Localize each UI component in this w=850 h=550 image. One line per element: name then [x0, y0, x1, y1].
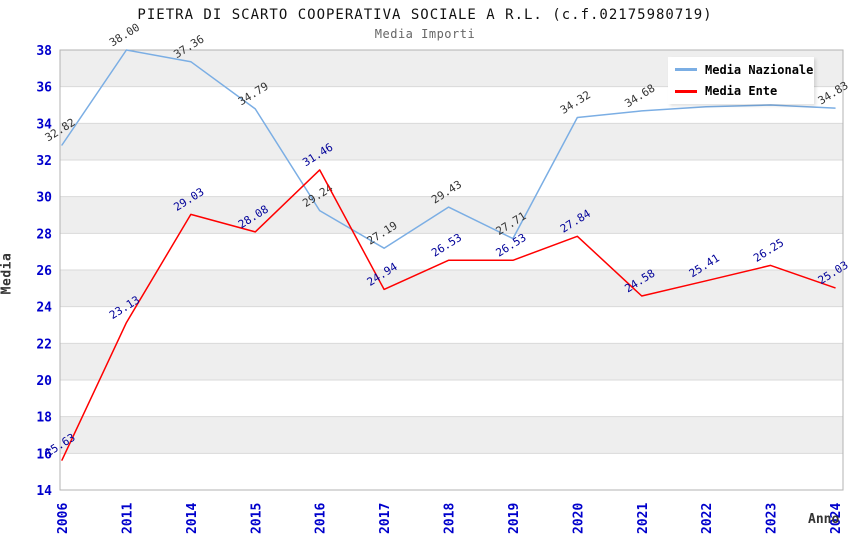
- x-tick-label: 2021: [636, 503, 651, 534]
- x-tick-label: 2016: [314, 503, 329, 534]
- grid-band: [60, 306, 843, 344]
- x-tick-label: 2015: [249, 503, 264, 534]
- series-line-media-nazionale: [61, 49, 836, 249]
- x-tick-label: 2006: [56, 503, 71, 534]
- x-tick-label: 2020: [571, 503, 586, 534]
- y-tick-label: 32: [36, 154, 52, 169]
- chart-legend: Media Nazionale Media Ente: [668, 57, 814, 104]
- series-line-media-ente: [61, 169, 836, 461]
- y-tick-label: 18: [36, 411, 52, 426]
- x-tick-label: 2022: [700, 503, 715, 534]
- y-tick-label: 16: [36, 447, 52, 462]
- y-tick-label: 28: [36, 227, 52, 242]
- y-tick-label: 26: [36, 264, 52, 279]
- legend-label-media-ente: Media Ente: [705, 84, 778, 99]
- point-label: 38.00: [107, 21, 142, 50]
- y-tick-label: 20: [36, 374, 52, 389]
- media-ente-line-swatch-icon: [675, 89, 697, 93]
- y-tick-label: 34: [36, 117, 52, 132]
- y-tick-label: 30: [36, 191, 52, 206]
- legend-label-media-nazionale: Media Nazionale: [705, 62, 814, 77]
- grid-band: [60, 453, 843, 490]
- x-tick-label: 2019: [507, 503, 522, 534]
- x-tick-label: 2024: [829, 503, 844, 534]
- y-axis-title: Media: [0, 252, 15, 295]
- grid-band: [60, 233, 843, 270]
- y-tick-label: 22: [36, 337, 52, 352]
- y-tick-label: 14: [36, 484, 52, 499]
- legend-item-media-ente: Media Ente: [668, 81, 814, 101]
- x-tick-label: 2011: [120, 503, 135, 534]
- x-tick-label: 2017: [378, 503, 393, 534]
- legend-item-media-nazionale: Media Nazionale: [668, 60, 814, 80]
- grid-band: [60, 160, 843, 197]
- media-nazionale-line-swatch-icon: [675, 68, 697, 72]
- x-tick-label: 2018: [443, 503, 458, 534]
- x-tick-label: 2023: [765, 503, 780, 534]
- plot-border: [59, 49, 844, 491]
- chart-title: PIETRA DI SCARTO COOPERATIVA SOCIALE A R…: [137, 7, 713, 23]
- y-tick-label: 38: [36, 44, 52, 59]
- x-axis-title: Anno: [808, 512, 840, 527]
- y-tick-label: 24: [36, 301, 52, 316]
- grid-band: [60, 270, 843, 307]
- chart-subtitle: Media Importi: [374, 27, 476, 41]
- grid-band: [60, 123, 843, 160]
- grid-band: [60, 343, 843, 380]
- grid-band: [60, 416, 843, 454]
- grid-band: [60, 380, 843, 417]
- x-tick-label: 2014: [185, 503, 200, 534]
- y-tick-label: 36: [36, 81, 52, 96]
